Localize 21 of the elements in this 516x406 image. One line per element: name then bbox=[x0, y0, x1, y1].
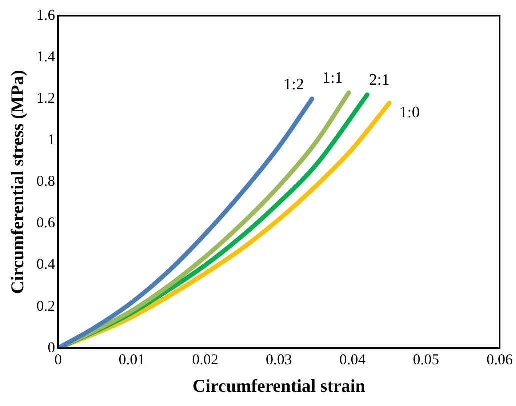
y-tick-label: 1.6 bbox=[36, 8, 56, 24]
series-label: 1:1 bbox=[322, 70, 344, 88]
y-tick-label: 1 bbox=[48, 132, 56, 149]
x-tick-label: 0.06 bbox=[486, 352, 514, 368]
x-tick-label: 0.04 bbox=[340, 352, 366, 368]
series-label: 2:1 bbox=[369, 72, 390, 90]
y-tick-label: 0.8 bbox=[36, 174, 56, 190]
series-label: 1:2 bbox=[284, 76, 304, 94]
x-tick-label: 0.01 bbox=[118, 352, 146, 368]
x-axis-title: Circumferential strain bbox=[192, 376, 366, 396]
y-tick-label: 0.6 bbox=[36, 216, 56, 232]
series-label: 1:0 bbox=[399, 104, 420, 122]
x-tick-label: 0.05 bbox=[413, 352, 440, 368]
y-tick-label: 1.4 bbox=[36, 49, 56, 66]
y-tick-label: 1.2 bbox=[36, 91, 56, 108]
y-tick-label: 0.4 bbox=[36, 257, 56, 274]
y-tick-label: 0 bbox=[48, 340, 56, 356]
y-axis-title: Circumferential stress (MPa) bbox=[7, 70, 28, 294]
x-tick-label: 0.02 bbox=[192, 352, 219, 368]
x-tick-label: 0.03 bbox=[266, 352, 292, 368]
y-tick-label: 0.2 bbox=[36, 298, 56, 315]
